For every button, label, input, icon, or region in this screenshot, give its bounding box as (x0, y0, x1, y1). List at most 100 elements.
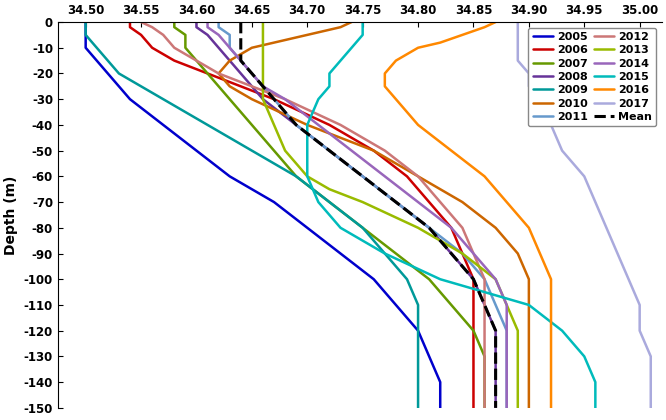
2010 (303, 122, 311, 127)
Line: 2016: 2016 (385, 22, 551, 408)
2011 (481, 277, 489, 282)
2010 (525, 328, 533, 333)
2009 (159, 97, 167, 102)
2015 (436, 277, 444, 282)
2016 (481, 25, 489, 30)
2011 (226, 45, 234, 50)
Line: 2007: 2007 (174, 22, 485, 408)
Line: 2009: 2009 (86, 22, 418, 408)
2008 (237, 71, 245, 76)
2010 (336, 25, 344, 30)
2017 (625, 277, 633, 282)
2012 (336, 122, 344, 127)
2015 (525, 302, 533, 307)
Line: 2010: 2010 (218, 22, 529, 408)
2006 (370, 148, 378, 153)
2009 (403, 277, 411, 282)
Mean (237, 45, 245, 50)
2005 (126, 97, 134, 102)
2017 (513, 25, 521, 30)
2005 (392, 302, 400, 307)
Mean (248, 71, 256, 76)
2013 (458, 251, 466, 256)
2008 (492, 354, 500, 359)
2015 (303, 174, 311, 179)
Mean (425, 225, 433, 230)
2015 (326, 71, 334, 76)
2010 (348, 19, 356, 24)
2010 (525, 277, 533, 282)
2013 (503, 302, 511, 307)
2011 (270, 97, 278, 102)
2008 (492, 380, 500, 385)
2007 (425, 277, 433, 282)
2009 (104, 58, 112, 63)
2017 (647, 380, 655, 385)
2017 (558, 148, 566, 153)
2014 (492, 277, 500, 282)
2008 (492, 328, 500, 333)
2008 (248, 84, 256, 89)
2006 (470, 380, 478, 385)
2012 (170, 45, 178, 50)
2011 (503, 380, 511, 385)
2007 (326, 200, 334, 205)
2013 (270, 122, 278, 127)
Mean (270, 97, 278, 102)
2013 (513, 328, 521, 333)
2015 (314, 97, 322, 102)
2010 (270, 40, 278, 45)
2011 (503, 328, 511, 333)
Mean (359, 174, 367, 179)
2017 (647, 354, 655, 359)
Line: 2012: 2012 (141, 22, 485, 408)
2016 (547, 354, 555, 359)
2016 (392, 58, 400, 63)
2005 (82, 45, 90, 50)
2016 (525, 225, 533, 230)
2011 (326, 148, 334, 153)
2011 (226, 32, 234, 37)
Line: Mean: Mean (241, 22, 496, 408)
2013 (259, 84, 267, 89)
2015 (359, 25, 367, 30)
2012 (192, 58, 200, 63)
Line: 2013: 2013 (263, 22, 517, 408)
2013 (259, 71, 267, 76)
2008 (359, 174, 367, 179)
2009 (115, 71, 123, 76)
2012 (458, 225, 466, 230)
Line: 2005: 2005 (86, 22, 440, 408)
2017 (525, 84, 533, 89)
2016 (547, 277, 555, 282)
2007 (292, 174, 300, 179)
2005 (104, 71, 112, 76)
2008 (226, 58, 234, 63)
2012 (381, 148, 389, 153)
Mean (492, 405, 500, 410)
2008 (392, 200, 400, 205)
2014 (503, 302, 511, 307)
2007 (270, 148, 278, 153)
Line: 2015: 2015 (307, 22, 595, 408)
2010 (525, 380, 533, 385)
2011 (392, 200, 400, 205)
2005 (425, 354, 433, 359)
2013 (259, 32, 267, 37)
2007 (481, 405, 489, 410)
2015 (326, 84, 334, 89)
2014 (381, 174, 389, 179)
2012 (148, 25, 156, 30)
2012 (248, 84, 256, 89)
2005 (82, 25, 90, 30)
2017 (603, 225, 611, 230)
2013 (259, 19, 267, 24)
2011 (248, 71, 256, 76)
2010 (458, 200, 466, 205)
2012 (481, 328, 489, 333)
2013 (259, 45, 267, 50)
2006 (403, 174, 411, 179)
2005 (270, 200, 278, 205)
2012 (481, 380, 489, 385)
2014 (414, 200, 422, 205)
